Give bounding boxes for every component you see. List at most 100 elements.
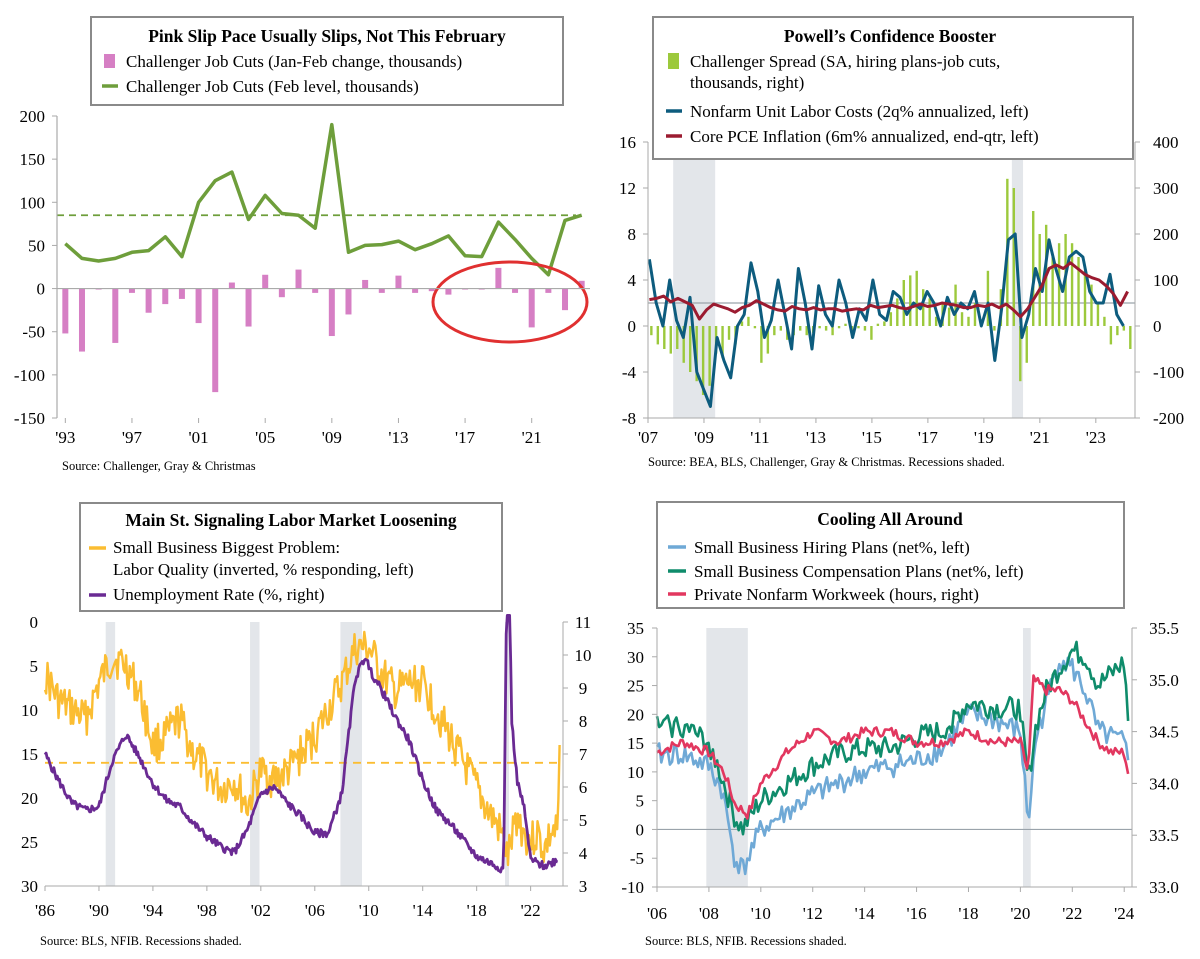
x-tick-label: '13 — [388, 428, 408, 447]
x-tick-label: '18 — [958, 904, 978, 923]
bar-spread — [921, 289, 925, 326]
y-tick-label-left: 12 — [619, 179, 636, 198]
x-tick-label: '24 — [1114, 904, 1135, 923]
legend-swatch-change — [104, 54, 115, 68]
line-core-pce — [649, 261, 1129, 321]
bar-spread — [915, 270, 918, 326]
x-tick-label: '22 — [1062, 904, 1082, 923]
x-tick-label: '90 — [89, 901, 109, 920]
x-tick-label: '02 — [251, 901, 271, 920]
x-tick-label: '20 — [1010, 904, 1030, 923]
recession-shade — [105, 622, 116, 886]
legend-frame — [90, 16, 564, 106]
y-tick-label-right: 33.5 — [1149, 826, 1179, 845]
x-tick-label: '94 — [143, 901, 164, 920]
x-tick-label: '15 — [862, 428, 882, 447]
y-tick-label-right: 34.5 — [1149, 723, 1179, 742]
y-tick-label-right: 6 — [579, 778, 588, 797]
bar-spread — [831, 326, 834, 336]
source-note: Source: BLS, NFIB. Recessions shaded. — [645, 934, 847, 948]
bar-change — [562, 288, 569, 311]
bar-change — [145, 288, 152, 313]
y-tick-label-right: 8 — [579, 712, 588, 731]
y-tick-label: -100 — [14, 366, 45, 385]
y-tick-label-left: 10 — [21, 701, 38, 720]
x-tick-label: '23 — [1086, 428, 1106, 447]
line-workweek — [656, 674, 1130, 820]
y-tick-label-right: 4 — [579, 844, 588, 863]
bar-spread — [1096, 303, 1100, 326]
bar-spread — [844, 323, 847, 326]
bar-change — [278, 288, 285, 298]
x-tick-label: '97 — [122, 428, 143, 447]
bar-spread — [747, 316, 750, 326]
y-tick-label-right: 11 — [575, 613, 591, 632]
y-tick-label-right: 10 — [575, 646, 592, 665]
y-tick-label-right: 300 — [1153, 179, 1179, 198]
x-tick-label: '16 — [907, 904, 927, 923]
bar-change — [545, 288, 552, 293]
bar-change — [495, 267, 502, 289]
x-tick-label: '18 — [467, 901, 487, 920]
legend-box: Powell’s Confidence Booster Challenger S… — [652, 16, 1134, 160]
y-tick-label: 200 — [20, 107, 46, 126]
y-tick-label-right: 9 — [579, 679, 588, 698]
y-tick-label-left: -5 — [630, 849, 644, 868]
bar-spread — [805, 326, 808, 336]
bar-spread — [779, 326, 783, 331]
legend-frame — [652, 16, 1134, 160]
x-tick-label: '19 — [974, 428, 994, 447]
bar-spread — [656, 326, 660, 345]
bar-spread — [701, 326, 705, 395]
bar-change — [195, 288, 202, 324]
bar-change — [362, 279, 369, 289]
x-tick-label: '06 — [647, 904, 667, 923]
bar-change — [345, 288, 352, 315]
y-tick-label-right: -200 — [1153, 409, 1184, 428]
recession-shade — [673, 142, 716, 418]
legend-label-labor-2: Labor Quality (inverted, % responding, l… — [113, 560, 414, 579]
chart-powell-confidence: 16 12 8 4 0 -4 -8 400 300 200 100 0 -100 -200 '07 '09 '… — [619, 16, 1184, 469]
bar-spread — [799, 326, 802, 331]
bar-spread — [993, 326, 996, 331]
bar-change — [312, 288, 319, 293]
bar-change — [512, 288, 519, 293]
x-tick-label: '93 — [55, 428, 75, 447]
source-note: Source: BLS, NFIB. Recessions shaded. — [40, 934, 242, 948]
bar-spread — [967, 316, 970, 326]
y-tick-label-left: 0 — [628, 317, 637, 336]
bar-change — [395, 275, 402, 289]
bar-spread — [1077, 257, 1080, 326]
legend-label-level: Challenger Job Cuts (Feb level, thousand… — [126, 77, 419, 96]
bar-change — [428, 288, 435, 292]
chart-main-street: 0 5 10 15 20 25 30 11 10 9 8 7 6 5 4 3 '86 '90 '94 '98 '02 '… — [21, 502, 592, 948]
bar-change — [528, 288, 535, 328]
line-labor-quality — [43, 630, 561, 867]
legend-label-labor-1: Small Business Biggest Problem: — [113, 538, 340, 557]
x-tick-label: '07 — [638, 428, 659, 447]
y-tick-label-right: 0 — [1153, 317, 1162, 336]
bar-spread — [1032, 211, 1035, 326]
y-tick-label-left: 5 — [30, 657, 39, 676]
x-tick-label: '86 — [35, 901, 55, 920]
x-tick-label: '14 — [855, 904, 876, 923]
bar-change — [328, 288, 335, 337]
bar-spread — [1025, 326, 1028, 363]
bar-spread — [1070, 243, 1074, 326]
bar-spread — [837, 326, 841, 329]
y-tick-label-right: 34.0 — [1149, 774, 1179, 793]
y-tick-label-left: 20 — [627, 705, 644, 724]
x-tick-label: '12 — [803, 904, 823, 923]
bar-spread — [928, 298, 931, 326]
y-tick-label-left: 25 — [627, 677, 644, 696]
bar-change — [178, 288, 185, 299]
recession-shade — [250, 622, 260, 886]
y-tick-label-left: 20 — [21, 789, 38, 808]
legend-label-workweek: Private Nonfarm Workweek (hours, right) — [694, 585, 979, 604]
y-tick-label: -150 — [14, 409, 45, 428]
legend-label-unemployment: Unemployment Rate (%, right) — [113, 585, 325, 604]
bar-change — [62, 288, 69, 334]
legend-label-ulc: Nonfarm Unit Labor Costs (2q% annualized… — [690, 102, 1029, 121]
x-tick-label: '11 — [750, 428, 769, 447]
y-tick-label-left: 35 — [627, 619, 644, 638]
